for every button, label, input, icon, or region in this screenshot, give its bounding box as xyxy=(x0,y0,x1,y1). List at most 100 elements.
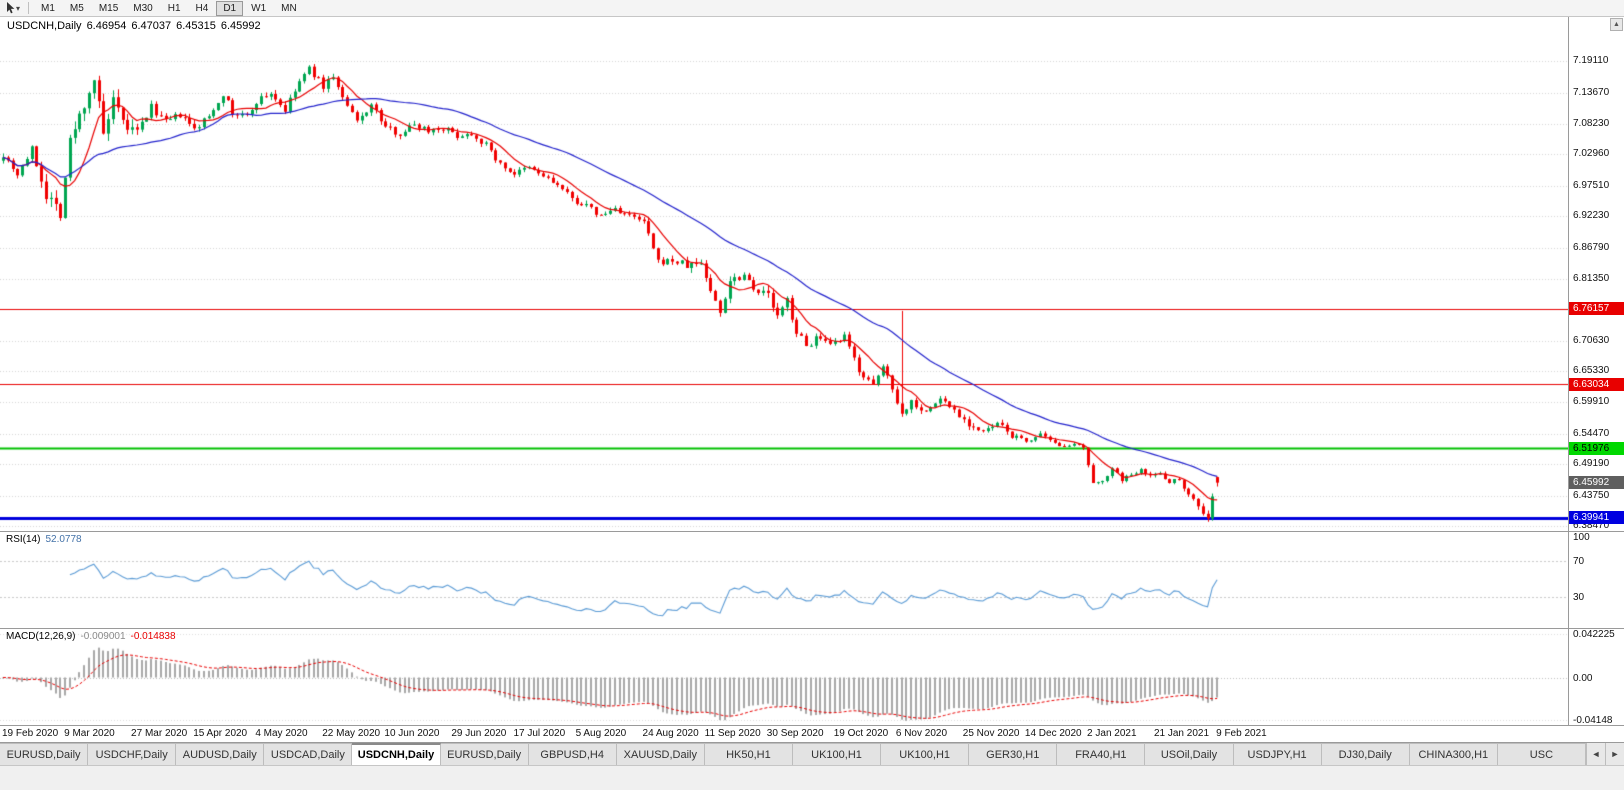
date-axis-label: 25 Nov 2020 xyxy=(962,728,1020,739)
tab-xauusd-daily[interactable]: XAUUSD,Daily xyxy=(616,743,705,765)
candlestick-chart-canvas[interactable] xyxy=(0,17,1568,531)
cursor-tool-button[interactable]: ▾ xyxy=(3,1,23,16)
date-axis-label: 9 Feb 2021 xyxy=(1216,728,1267,739)
tab-usdcnh-daily[interactable]: USDCNH,Daily xyxy=(352,743,441,765)
rsi-panel: RSI(14) 52.0778 100 70 30 xyxy=(0,532,1624,629)
price-marker-6.51976: 6.51976 xyxy=(1569,441,1624,455)
ohlc-open: 6.46954 xyxy=(86,20,127,32)
price-axis-label: 6.65330 xyxy=(1573,365,1610,377)
price-axis-label: 7.02960 xyxy=(1573,148,1610,160)
timeframe-button-d1[interactable]: D1 xyxy=(216,0,244,16)
tab-usdcad-daily[interactable]: USDCAD,Daily xyxy=(264,743,353,765)
scroll-up-button[interactable]: ▲ xyxy=(1610,18,1623,31)
timeframe-button-m5[interactable]: M5 xyxy=(69,2,84,14)
rsi-label: RSI(14) 52.0778 xyxy=(6,534,87,545)
date-axis-label: 10 Jun 2020 xyxy=(384,728,440,739)
price-axis-label: 6.59910 xyxy=(1573,396,1610,408)
chart-title: USDCNH,Daily 6.46954 6.47037 6.45315 6.45992 xyxy=(7,20,266,32)
ohlc-high: 6.47037 xyxy=(131,20,172,32)
rsi-chart-canvas[interactable] xyxy=(0,532,1568,628)
macd-panel: MACD(12,26,9) -0.009001 -0.014838 0.042225… xyxy=(0,629,1624,726)
tab-usdjpy-h1[interactable]: USDJPY,H1 xyxy=(1233,743,1322,765)
date-axis-label: 2 Jan 2021 xyxy=(1087,728,1137,739)
price-axis-label: 6.86790 xyxy=(1573,241,1610,253)
price-axis-label: 6.70630 xyxy=(1573,334,1610,346)
tab-uk100-h1[interactable]: UK100,H1 xyxy=(881,743,970,765)
price-axis-label: 6.92230 xyxy=(1573,210,1610,222)
chart-symbol-period: USDCNH,Daily xyxy=(7,20,82,32)
date-axis-label: 15 Apr 2020 xyxy=(193,728,248,739)
chart-tabs-bar: EURUSD,Daily USDCHF,Daily AUDUSD,Daily USDC… xyxy=(0,743,1624,766)
price-marker-6.39941: 6.39941 xyxy=(1569,511,1624,524)
tab-eurusd-daily[interactable]: EURUSD,Daily xyxy=(0,743,89,765)
date-axis-label: 19 Feb 2020 xyxy=(2,728,59,739)
price-marker-6.45992: 6.45992 xyxy=(1569,476,1624,490)
timeframe-button-m1[interactable]: M1 xyxy=(41,2,55,14)
price-axis-label: 7.13670 xyxy=(1573,86,1610,98)
date-axis-label: 21 Jan 2021 xyxy=(1153,728,1210,739)
date-axis-label: 17 Jul 2020 xyxy=(513,728,566,739)
toolbar: ▾ M1 M5 M15 M30 H1 H4 D1 W1 MN xyxy=(0,0,1624,17)
tab-usdchf-daily[interactable]: USDCHF,Daily xyxy=(88,743,177,765)
tab-usc[interactable]: USC xyxy=(1497,743,1586,765)
date-axis-label: 24 Aug 2020 xyxy=(642,728,699,739)
price-axis-label: 6.43750 xyxy=(1573,489,1610,501)
date-axis-label: 5 Aug 2020 xyxy=(575,728,627,739)
rsi-name: RSI(14) xyxy=(6,534,41,545)
ohlc-close: 6.45992 xyxy=(220,20,261,32)
macd-axis: 0.042225 0.00 -0.04148 xyxy=(1568,629,1624,726)
toolbar-separator xyxy=(28,2,30,14)
cursor-icon xyxy=(6,2,15,14)
tab-eurusd-daily[interactable]: EURUSD,Daily xyxy=(440,743,529,765)
timeframe-button-h4[interactable]: H4 xyxy=(195,2,209,14)
macd-axis-label: 0.00 xyxy=(1573,672,1593,684)
tab-fra40-h1[interactable]: FRA40,H1 xyxy=(1057,743,1146,765)
ohlc-low: 6.45315 xyxy=(176,20,216,32)
date-axis-label: 19 Oct 2020 xyxy=(833,728,889,739)
macd-label: MACD(12,26,9) -0.009001 -0.014838 xyxy=(6,631,181,642)
rsi-axis-label: 30 xyxy=(1573,591,1585,603)
date-axis-label: 9 Mar 2020 xyxy=(64,728,115,739)
tab-dj30-daily[interactable]: DJ30,Daily xyxy=(1321,743,1410,765)
tab-gbpusd-h4[interactable]: GBPUSD,H4 xyxy=(528,743,617,765)
date-axis-label: 27 Mar 2020 xyxy=(131,728,188,739)
macd-chart-canvas[interactable] xyxy=(0,629,1568,725)
rsi-value: 52.0778 xyxy=(45,534,82,545)
tab-usoil-daily[interactable]: USOil,Daily xyxy=(1145,743,1234,765)
date-axis-label: 6 Nov 2020 xyxy=(895,728,948,739)
date-axis-label: 30 Sep 2020 xyxy=(766,728,824,739)
tab-audusd-daily[interactable]: AUDUSD,Daily xyxy=(176,743,265,765)
date-axis-label: 14 Dec 2020 xyxy=(1024,728,1082,739)
timeframe-button-mn[interactable]: MN xyxy=(281,2,297,14)
price-marker-6.76157: 6.76157 xyxy=(1569,302,1624,316)
tab-ger30-h1[interactable]: GER30,H1 xyxy=(969,743,1058,765)
price-axis-label: 6.49190 xyxy=(1573,458,1610,470)
price-axis-label: 6.38470 xyxy=(1573,519,1610,531)
date-axis: 19 Feb 2020 9 Mar 2020 27 Mar 2020 15 Apr 2… xyxy=(0,726,1624,743)
macd-main-value: -0.009001 xyxy=(80,631,126,642)
macd-signal-value: -0.014838 xyxy=(130,631,176,642)
price-axis-label: 7.08230 xyxy=(1573,118,1610,129)
tab-scroll-left-button[interactable]: ◄ xyxy=(1585,743,1605,765)
tab-china300-h1[interactable]: CHINA300,H1 xyxy=(1409,743,1498,765)
price-marker-6.63034: 6.63034 xyxy=(1569,377,1624,391)
price-axis-label: 7.19110 xyxy=(1573,55,1609,67)
rsi-axis: 100 70 30 xyxy=(1568,532,1624,628)
main-chart-panel: USDCNH,Daily 6.46954 6.47037 6.45315 6.45992… xyxy=(0,17,1624,532)
price-axis-label: 6.81350 xyxy=(1573,272,1610,284)
timeframe-button-m30[interactable]: M30 xyxy=(133,2,153,14)
bottom-strip xyxy=(0,766,1624,790)
timeframe-button-h1[interactable]: H1 xyxy=(167,2,181,14)
tab-hk50-h1[interactable]: HK50,H1 xyxy=(704,743,793,765)
macd-axis-label: -0.04148 xyxy=(1573,714,1613,726)
chevron-down-icon: ▾ xyxy=(16,3,21,13)
date-axis-label: 22 May 2020 xyxy=(322,728,381,739)
timeframe-button-m15[interactable]: M15 xyxy=(98,2,119,14)
rsi-axis-label: 100 xyxy=(1573,532,1590,543)
tab-uk100-h1[interactable]: UK100,H1 xyxy=(792,743,882,765)
tab-scroll-right-button[interactable]: ► xyxy=(1604,743,1624,765)
price-axis[interactable]: ▲ 7.19110 7.13670 7.08230 7.02960 6.97510 6.9… xyxy=(1568,17,1624,531)
rsi-axis-label: 70 xyxy=(1573,556,1585,568)
timeframe-button-w1[interactable]: W1 xyxy=(251,2,267,14)
